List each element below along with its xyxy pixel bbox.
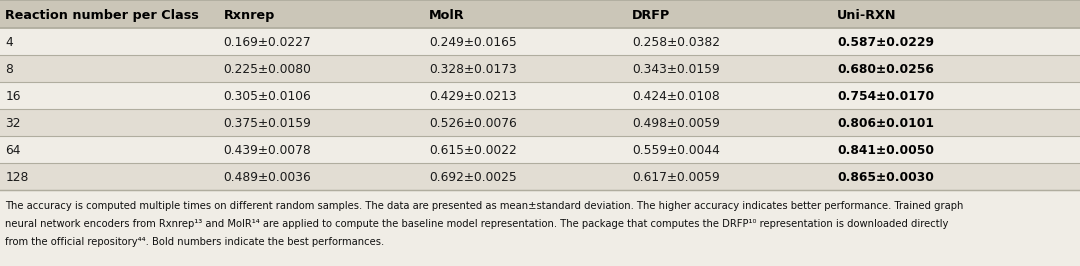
Text: from the official repository⁴⁴. Bold numbers indicate the best performances.: from the official repository⁴⁴. Bold num…	[5, 237, 384, 247]
Text: The accuracy is computed multiple times on different random samples. The data ar: The accuracy is computed multiple times …	[5, 201, 963, 211]
Bar	[0, 136, 1080, 163]
Text: 0.526±0.0076: 0.526±0.0076	[429, 117, 516, 130]
Bar	[0, 109, 1080, 136]
Text: 0.343±0.0159: 0.343±0.0159	[632, 63, 719, 76]
Text: Uni-RXN: Uni-RXN	[837, 9, 896, 22]
Text: 0.424±0.0108: 0.424±0.0108	[632, 90, 719, 103]
Text: 0.806±0.0101: 0.806±0.0101	[837, 117, 934, 130]
Text: 64: 64	[5, 144, 21, 157]
Text: 128: 128	[5, 172, 29, 185]
Text: 0.841±0.0050: 0.841±0.0050	[837, 144, 934, 157]
Text: 32: 32	[5, 117, 21, 130]
Text: 0.489±0.0036: 0.489±0.0036	[224, 172, 311, 185]
Text: neural network encoders from Rxnrep¹³ and MolR¹⁴ are applied to compute the base: neural network encoders from Rxnrep¹³ an…	[5, 219, 948, 229]
Text: DRFP: DRFP	[632, 9, 670, 22]
Text: 0.754±0.0170: 0.754±0.0170	[837, 90, 934, 103]
Text: 0.439±0.0078: 0.439±0.0078	[224, 144, 311, 157]
Text: 0.169±0.0227: 0.169±0.0227	[224, 36, 311, 49]
Text: 0.559±0.0044: 0.559±0.0044	[632, 144, 719, 157]
Text: 0.305±0.0106: 0.305±0.0106	[224, 90, 311, 103]
Text: Reaction number per Class: Reaction number per Class	[5, 9, 199, 22]
Text: 0.258±0.0382: 0.258±0.0382	[632, 36, 719, 49]
Text: Rxnrep: Rxnrep	[224, 9, 275, 22]
Text: 0.225±0.0080: 0.225±0.0080	[224, 63, 311, 76]
Text: 0.249±0.0165: 0.249±0.0165	[429, 36, 516, 49]
Text: 0.692±0.0025: 0.692±0.0025	[429, 172, 516, 185]
Bar	[0, 82, 1080, 109]
Text: MolR: MolR	[429, 9, 464, 22]
Text: 0.617±0.0059: 0.617±0.0059	[632, 172, 719, 185]
Text: 0.328±0.0173: 0.328±0.0173	[429, 63, 516, 76]
Text: 0.680±0.0256: 0.680±0.0256	[837, 63, 934, 76]
Bar	[0, 28, 1080, 55]
Text: 0.429±0.0213: 0.429±0.0213	[429, 90, 516, 103]
Text: 0.615±0.0022: 0.615±0.0022	[429, 144, 516, 157]
Text: 4: 4	[5, 36, 13, 49]
Bar	[0, 163, 1080, 190]
Text: 0.865±0.0030: 0.865±0.0030	[837, 172, 934, 185]
Text: 0.587±0.0229: 0.587±0.0229	[837, 36, 934, 49]
Text: 0.375±0.0159: 0.375±0.0159	[224, 117, 311, 130]
Text: 0.498±0.0059: 0.498±0.0059	[632, 117, 719, 130]
Text: 8: 8	[5, 63, 13, 76]
Bar	[0, 55, 1080, 82]
Text: 16: 16	[5, 90, 21, 103]
Bar	[0, 0, 1080, 28]
